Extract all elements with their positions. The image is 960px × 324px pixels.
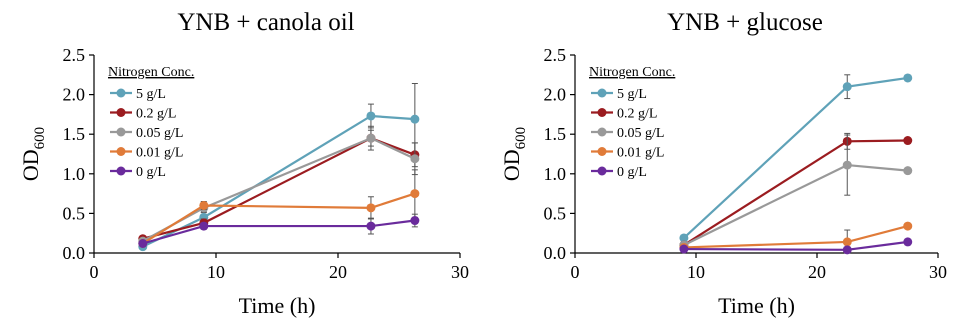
series-0-g-l <box>679 237 913 255</box>
data-point <box>366 111 376 121</box>
data-point <box>410 114 420 124</box>
legend-marker <box>597 127 607 137</box>
data-point <box>366 221 376 231</box>
x-tick-label: 0 <box>571 262 580 282</box>
data-point <box>679 244 689 254</box>
legend: Nitrogen Conc. 5 g/L 0.2 g/L 0.05 g/L 0.01 g… <box>589 65 675 180</box>
series-line <box>142 192 416 245</box>
series-line <box>142 219 415 245</box>
y-axis-label-main: OD <box>18 149 43 181</box>
data-point <box>366 203 376 213</box>
data-point <box>903 237 913 247</box>
y-axis-label-main: OD <box>499 149 524 181</box>
chart-panel-1: YNB + canola oil 0.0 0.5 1.0 1.5 2.0 2.5 0 10 20 3… <box>18 9 469 318</box>
data-point <box>199 221 209 231</box>
y-tick-label: 2.0 <box>544 85 567 105</box>
x-tick-label: 10 <box>207 262 225 282</box>
series-0-01-g-l <box>138 169 420 248</box>
series-0-05-g-l <box>679 134 913 250</box>
x-tick-label: 30 <box>929 262 947 282</box>
y-tick-label: 0.0 <box>63 243 86 263</box>
data-point <box>199 200 209 210</box>
legend-marker <box>116 108 126 117</box>
y-tick-label: 2.5 <box>544 45 567 65</box>
legend-entry-label: 0.05 g/L <box>617 126 664 141</box>
legend-marker <box>597 147 607 156</box>
series-0-g-l <box>138 213 420 248</box>
y-tick-label: 1.0 <box>544 164 567 184</box>
legend-marker <box>597 166 607 176</box>
data-point <box>679 233 689 243</box>
data-point <box>410 216 420 226</box>
legend-entry-label: 5 g/L <box>136 87 166 102</box>
data-point <box>138 238 148 248</box>
data-point <box>842 82 852 92</box>
x-tick-label: 20 <box>808 262 826 282</box>
chart-panel-2: YNB + glucose 0.0 0.5 1.0 1.5 2.0 2.5 0 10 20 30 Ti… <box>499 9 947 318</box>
legend: Nitrogen Conc. 5 g/L 0.2 g/L 0.05 g/L 0.01 g… <box>108 65 194 180</box>
y-axis-label: OD600 <box>499 127 529 181</box>
y-axis-label-subscript: 600 <box>32 127 48 150</box>
data-point <box>903 73 913 83</box>
y-axis-label-subscript: 600 <box>513 127 529 150</box>
y-tick-label: 1.5 <box>63 124 86 144</box>
legend-entry-label: 0.05 g/L <box>136 126 183 141</box>
y-tick-label: 2.5 <box>63 45 86 65</box>
data-point <box>842 160 852 170</box>
legend-marker <box>116 88 126 98</box>
y-tick-label: 0.5 <box>63 203 86 223</box>
legend-entry-label: 0 g/L <box>136 165 166 180</box>
x-axis-label: Time (h) <box>718 293 795 318</box>
legend-marker <box>116 147 126 156</box>
x-tick-label: 20 <box>329 262 347 282</box>
y-tick-label: 1.5 <box>544 124 567 144</box>
x-axis-label: Time (h) <box>239 293 316 318</box>
legend-marker <box>597 108 607 117</box>
x-tick-label: 30 <box>451 262 469 282</box>
data-point <box>410 154 420 164</box>
data-point <box>410 189 420 199</box>
series-line <box>142 114 415 248</box>
legend-entry-label: 0.01 g/L <box>136 146 183 161</box>
x-tick-label: 10 <box>687 262 705 282</box>
data-point <box>842 245 852 255</box>
legend-marker <box>116 166 126 176</box>
data-point <box>903 136 913 146</box>
legend-title: Nitrogen Conc. <box>108 65 194 80</box>
legend-entry-label: 0 g/L <box>617 165 647 180</box>
legend-entry-label: 0.2 g/L <box>136 107 176 122</box>
series-line <box>142 136 416 240</box>
data-point <box>366 133 376 143</box>
series-5-g-l <box>679 73 913 243</box>
y-axis-label: OD600 <box>18 127 48 181</box>
legend-title: Nitrogen Conc. <box>589 65 675 80</box>
legend-entry-label: 0.2 g/L <box>617 107 657 122</box>
series-line <box>683 76 908 239</box>
legend-entry-label: 5 g/L <box>617 87 647 102</box>
legend-marker <box>116 127 126 137</box>
y-tick-label: 1.0 <box>63 164 86 184</box>
y-tick-label: 2.0 <box>63 85 86 105</box>
chart-title: YNB + glucose <box>667 9 823 36</box>
x-tick-label: 0 <box>90 262 99 282</box>
data-point <box>903 166 913 176</box>
chart-title: YNB + canola oil <box>177 9 354 36</box>
legend-marker <box>597 88 607 98</box>
y-tick-label: 0.0 <box>544 243 567 263</box>
legend-entry-label: 0.01 g/L <box>617 146 664 161</box>
data-point <box>842 237 852 247</box>
series-line <box>683 163 908 247</box>
y-tick-label: 0.5 <box>544 203 567 223</box>
data-point <box>903 221 913 231</box>
